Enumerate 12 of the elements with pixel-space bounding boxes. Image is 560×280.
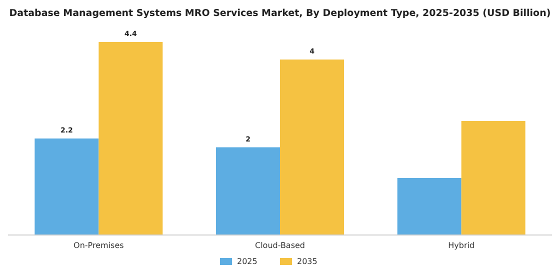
bar — [98, 42, 163, 235]
x-tick-label: Cloud-Based — [254, 241, 306, 250]
bar — [216, 147, 280, 235]
bar — [461, 120, 526, 235]
bar — [280, 60, 344, 235]
chart-title: Database Management Systems MRO Services Market, By Deployment Type, 2025-2035 (USD Billion) — [9, 8, 551, 19]
bar — [397, 178, 462, 235]
legend-label: 2025 — [237, 257, 258, 266]
legend-label: 2035 — [297, 257, 318, 266]
bar — [34, 138, 99, 235]
x-tick-label: Hybrid — [448, 241, 475, 250]
x-tick-label: On-Premises — [74, 241, 124, 250]
